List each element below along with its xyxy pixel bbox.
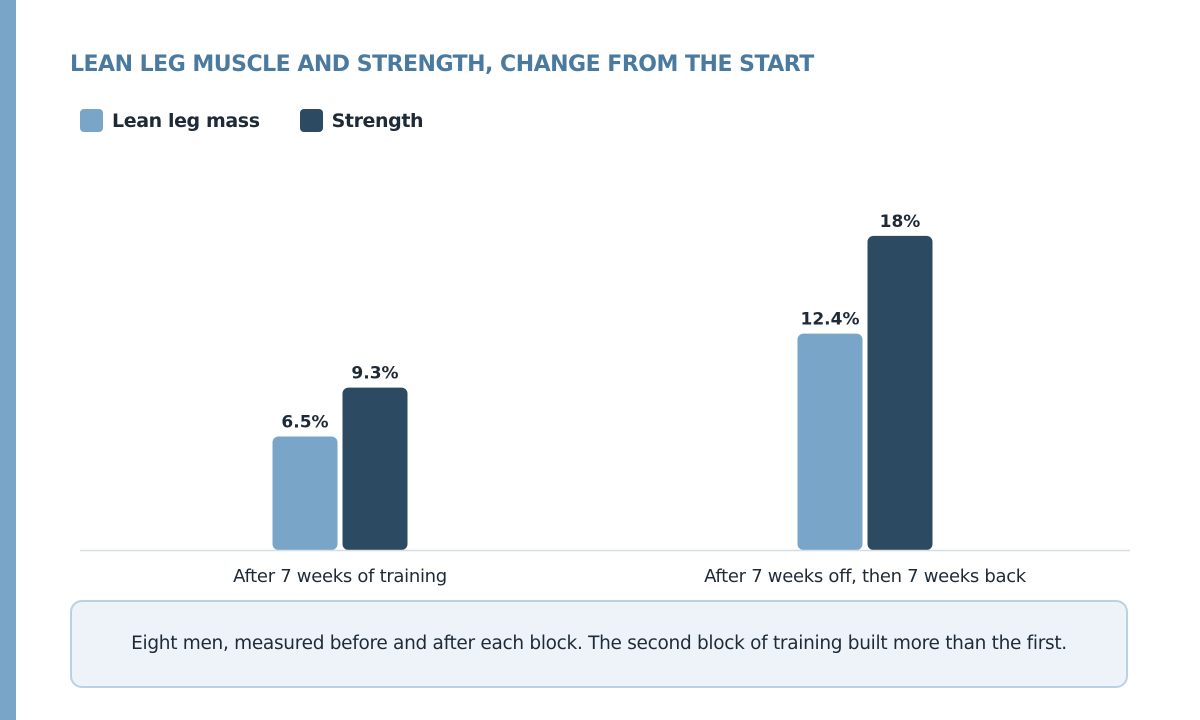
legend-label-lean-leg-mass: Lean leg mass xyxy=(112,109,260,132)
chart-title: LEAN LEG MUSCLE AND STRENGTH, CHANGE FRO… xyxy=(70,52,814,77)
bar-lean-leg-mass-1 xyxy=(272,436,338,550)
note-text: Eight men, measured before and after eac… xyxy=(131,633,1067,654)
bar-chart: 6.5% 9.3% After 7 weeks of training 12.4% 18… xyxy=(80,212,1130,587)
data-label-strength-2: 18% xyxy=(880,212,921,232)
category-label-1: After 7 weeks of training xyxy=(233,566,447,587)
bar-strength-2 xyxy=(867,235,933,550)
data-label-lean-leg-mass-2: 12.4% xyxy=(801,310,860,330)
legend-item-lean-leg-mass: Lean leg mass xyxy=(80,109,260,132)
side-accent-bar xyxy=(0,0,16,720)
note-box: Eight men, measured before and after eac… xyxy=(70,600,1128,688)
bar-lean-leg-mass-2 xyxy=(797,333,863,550)
legend-item-strength: Strength xyxy=(299,109,424,132)
legend-swatch-lean-leg-mass xyxy=(80,109,103,132)
data-label-lean-leg-mass-1: 6.5% xyxy=(281,413,328,433)
bar-strength-1 xyxy=(342,387,408,550)
legend-swatch-strength xyxy=(299,109,323,132)
data-label-strength-1: 9.3% xyxy=(351,364,398,384)
category-label-2: After 7 weeks off, then 7 weeks back xyxy=(704,566,1027,587)
legend-label-strength: Strength xyxy=(331,109,424,132)
legend: Lean leg mass Strength xyxy=(80,109,463,132)
